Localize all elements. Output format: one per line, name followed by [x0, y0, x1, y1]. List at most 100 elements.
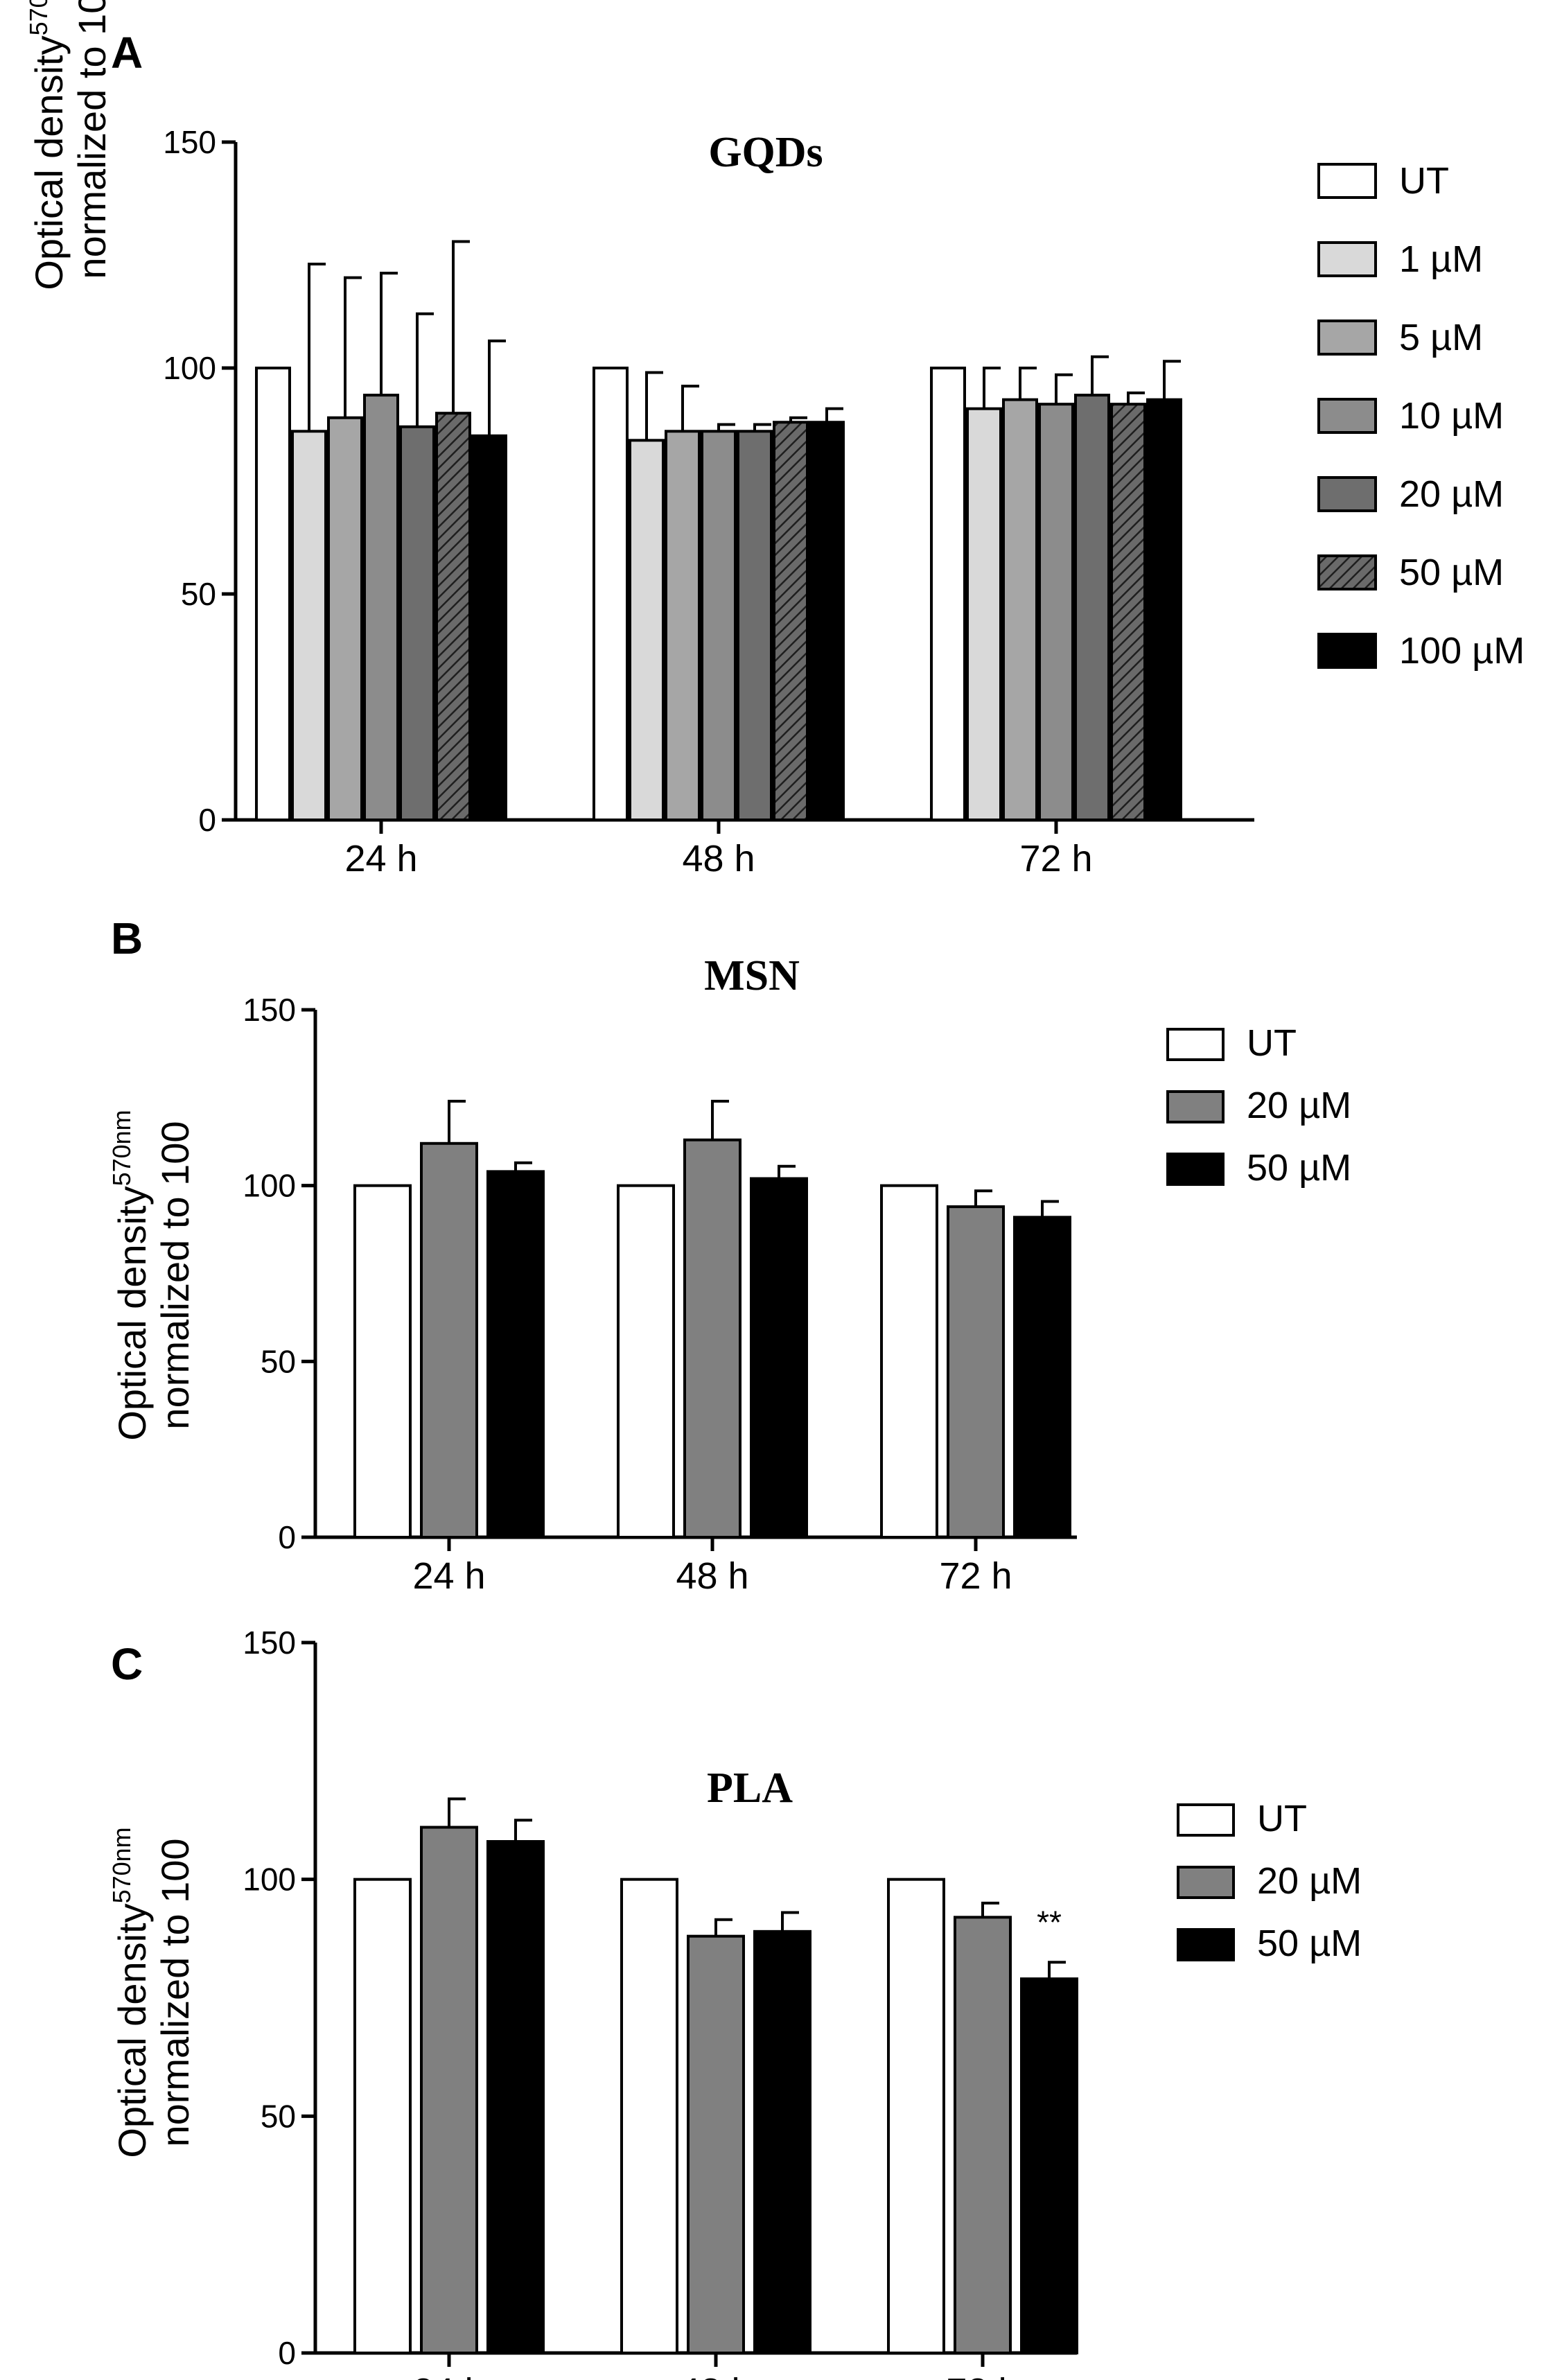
y-axis-label-b: Optical density570nm normalized to 100 — [107, 1110, 197, 1440]
y-axis-label-main-c: Optical density — [110, 1903, 154, 2158]
x-tick-label-c: 48 h — [679, 2371, 752, 2380]
chart-panel-b: B MSN Optical density570nm normalized to 10… — [107, 913, 1351, 1597]
bar-a — [255, 367, 291, 821]
bar-c — [420, 1826, 478, 2354]
legend-swatch-a — [1317, 163, 1377, 199]
bar-a — [701, 430, 737, 821]
significance-label-c: ** — [1037, 1904, 1062, 1940]
chart-panel-a: A GQDs Optical density570nm normalized to 1… — [24, 0, 1525, 880]
bar-a — [773, 421, 809, 821]
x-tick-label-b: 72 h — [939, 1555, 1012, 1597]
y-tick-label-b: 50 — [261, 1343, 296, 1379]
y-axis-label-main-a: Optical density — [27, 35, 71, 290]
legend-label-c: 20 µM — [1257, 1860, 1362, 1902]
y-axis-label-line2-a: normalized to 100 — [70, 0, 114, 279]
chart-title-c: PLA — [707, 1765, 793, 1812]
chart-title-a: GQDs — [708, 129, 823, 176]
y-tick-label-b: 100 — [243, 1168, 296, 1204]
bar-a — [1002, 398, 1038, 821]
legend-label-c: 50 µM — [1257, 1923, 1362, 1964]
x-tick-label-b: 24 h — [412, 1555, 485, 1597]
x-tick-label-a: 72 h — [1019, 838, 1092, 880]
bar-a — [1038, 403, 1074, 821]
y-axis-label-a: Optical density570nm normalized to 100 — [24, 0, 114, 290]
bar-a — [930, 367, 966, 821]
bar-b — [617, 1184, 675, 1539]
legend-swatch-b — [1166, 1028, 1225, 1061]
bar-b — [353, 1184, 412, 1539]
bar-a — [665, 430, 701, 821]
legend-label-a: 10 µM — [1399, 395, 1504, 437]
legend-swatch-a — [1317, 241, 1377, 277]
x-tick-label-c: 24 h — [412, 2371, 485, 2380]
x-tick-label-a: 48 h — [682, 838, 755, 880]
bar-c — [954, 1916, 1012, 2354]
legend-label-a: UT — [1399, 160, 1449, 202]
y-tick-label-c: 0 — [278, 2335, 296, 2371]
y-tick-label-c: 50 — [261, 2098, 296, 2134]
x-tick-label-c: 72 h — [946, 2371, 1019, 2380]
bar-b — [750, 1177, 808, 1539]
bar-a — [1146, 398, 1182, 821]
legend-swatch-c — [1177, 1866, 1235, 1899]
y-axis-label-c: Optical density570nm normalized to 100 — [107, 1827, 197, 2158]
bar-a — [399, 425, 435, 821]
y-axis-label-line2-b: normalized to 100 — [153, 1121, 197, 1429]
legend-swatch-a — [1317, 476, 1377, 512]
bar-a — [966, 407, 1002, 821]
bar-a — [737, 430, 773, 821]
chart-panel-c: C PLA Optical density570nm normalized to 10… — [107, 1625, 1362, 2380]
y-tick-label-c: 150 — [243, 1625, 296, 1661]
bar-a — [327, 416, 363, 821]
bar-a — [593, 367, 629, 821]
panel-letter-c: C — [111, 1639, 143, 1689]
y-axis-label-sup-b: 570nm — [107, 1110, 136, 1186]
bar-a — [435, 412, 471, 821]
bar-c — [887, 1878, 945, 2355]
y-tick-label-c: 100 — [243, 1862, 296, 1898]
bar-a — [291, 430, 327, 821]
y-axis-label-sup-a: 570nm — [24, 0, 53, 35]
legend-label-a: 100 µM — [1399, 630, 1525, 672]
bar-a — [1110, 403, 1146, 821]
y-axis-label-line2-c: normalized to 100 — [153, 1838, 197, 2146]
bar-c — [486, 1840, 545, 2354]
bar-a — [809, 421, 845, 821]
legend-swatch-a — [1317, 398, 1377, 434]
bar-c — [1020, 1977, 1078, 2355]
legend-swatch-c — [1177, 1803, 1235, 1837]
bar-b — [486, 1170, 545, 1539]
bar-c — [353, 1878, 412, 2355]
bar-c — [753, 1930, 811, 2354]
legend-label-b: 20 µM — [1247, 1085, 1351, 1126]
bar-c — [620, 1878, 678, 2355]
bar-b — [420, 1141, 478, 1539]
bar-a — [1074, 394, 1110, 821]
legend-label-c: UT — [1257, 1798, 1307, 1839]
legend-swatch-b — [1166, 1090, 1225, 1123]
legend-label-b: UT — [1247, 1022, 1297, 1064]
bar-c — [687, 1934, 745, 2355]
legend-label-a: 50 µM — [1399, 552, 1504, 593]
legend-label-a: 5 µM — [1399, 317, 1483, 358]
legend-swatch-a — [1317, 554, 1377, 590]
legend-label-a: 1 µM — [1399, 238, 1483, 280]
legend-swatch-b — [1166, 1153, 1225, 1186]
y-axis-label-sup-c: 570nm — [107, 1827, 136, 1903]
bar-b — [880, 1184, 938, 1539]
bar-b — [1013, 1216, 1071, 1539]
legend-swatch-a — [1317, 320, 1377, 356]
y-tick-label-b: 150 — [243, 992, 296, 1028]
panel-letter-a: A — [111, 28, 143, 78]
x-tick-label-a: 24 h — [344, 838, 417, 880]
bar-b — [947, 1205, 1005, 1539]
y-tick-label-a: 100 — [163, 350, 216, 386]
legend-label-a: 20 µM — [1399, 473, 1504, 515]
bar-a — [629, 439, 665, 821]
bar-a — [471, 434, 507, 821]
legend-swatch-a — [1317, 633, 1377, 669]
y-axis-label-main-b: Optical density — [110, 1186, 154, 1440]
panel-letter-b: B — [111, 913, 143, 963]
y-tick-label-a: 50 — [181, 576, 216, 612]
